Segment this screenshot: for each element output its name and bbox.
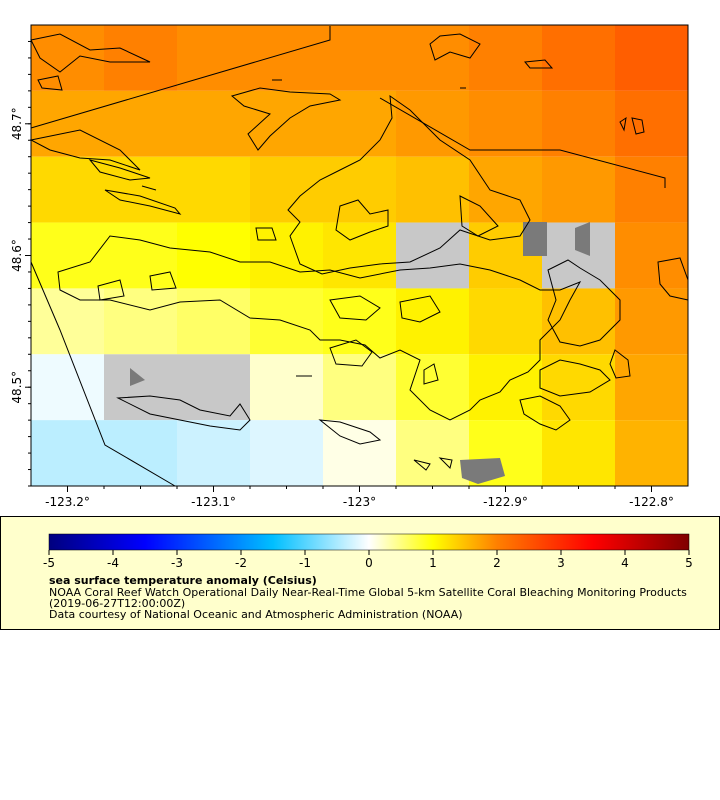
anomaly-cell <box>542 354 615 421</box>
anomaly-cell <box>323 354 396 421</box>
anomaly-cell <box>615 420 688 486</box>
colorbar-tick-label: -4 <box>107 556 119 570</box>
anomaly-cell <box>177 288 250 355</box>
colorbar-tick-label: -1 <box>299 556 311 570</box>
anomaly-cell <box>396 420 469 486</box>
coastline <box>29 26 689 487</box>
land-cell <box>177 354 250 421</box>
y-tick-label: 48.5° <box>10 371 24 404</box>
anomaly-cell <box>323 420 396 486</box>
legend-date: (2019-06-27T12:00:00Z) <box>49 597 186 610</box>
anomaly-cell <box>104 288 177 355</box>
anomaly-cell <box>396 25 469 91</box>
y-tick-label: 48.6° <box>10 239 24 272</box>
anomaly-cell <box>323 25 396 91</box>
anomaly-cell <box>542 156 615 223</box>
legend-source: NOAA Coral Reef Watch Operational Daily … <box>49 586 687 599</box>
colorbar-ticks: -5 -4 -3 -2 -1 0 1 2 3 4 5 <box>43 550 693 570</box>
anomaly-cell <box>250 156 323 223</box>
anomaly-cell <box>177 156 250 223</box>
anomaly-cell <box>615 354 688 421</box>
colorbar-tick-label: 3 <box>557 556 565 570</box>
land-cell <box>104 354 177 421</box>
anomaly-cell <box>31 420 104 486</box>
x-tick-label: -123.2° <box>45 495 90 509</box>
anomaly-cell <box>31 25 104 91</box>
anomaly-cell <box>396 354 469 421</box>
anomaly-cell <box>177 222 250 289</box>
anomaly-cell <box>250 288 323 355</box>
x-tick-label: -122.8° <box>629 495 674 509</box>
anomaly-cell <box>250 354 323 421</box>
anomaly-cell <box>177 25 250 91</box>
y-tick-label: 48.7° <box>10 107 24 140</box>
colorbar-tick-label: 0 <box>365 556 373 570</box>
anomaly-cell <box>250 25 323 91</box>
anomaly-cell <box>469 288 542 355</box>
anomaly-cell <box>542 90 615 157</box>
sst-anomaly-map: -123.2° -123.1° -123° -122.9° -122.8° 48.5°4… <box>10 24 689 509</box>
anomaly-cell <box>396 156 469 223</box>
anomaly-cell <box>469 354 542 421</box>
anomaly-grid-cells <box>31 25 688 486</box>
anomaly-cell <box>31 156 104 223</box>
y-axis-ticks: 48.5° 48.6° 48.7° <box>10 40 31 487</box>
legend-title: sea surface temperature anomaly (Celsius… <box>49 574 317 587</box>
anomaly-cell <box>323 222 396 289</box>
anomaly-cell <box>104 222 177 289</box>
anomaly-cell <box>615 25 688 91</box>
colorbar-tick-label: 4 <box>621 556 629 570</box>
anomaly-cell <box>396 90 469 157</box>
x-tick-label: -123° <box>343 495 376 509</box>
x-tick-label: -122.9° <box>483 495 528 509</box>
anomaly-cell <box>31 354 104 421</box>
anomaly-cell <box>104 156 177 223</box>
anomaly-cell <box>250 222 323 289</box>
colorbar-tick-label: 5 <box>685 556 693 570</box>
anomaly-cell <box>396 288 469 355</box>
anomaly-cell <box>177 420 250 486</box>
legend-panel: -5 -4 -3 -2 -1 0 1 2 3 4 5 sea surface temperature… <box>0 516 720 630</box>
x-axis-ticks: -123.2° -123.1° -123° -122.9° -122.8° <box>45 486 674 509</box>
colorbar-tick-label: 1 <box>429 556 437 570</box>
anomaly-cell <box>323 156 396 223</box>
anomaly-cell <box>31 222 104 289</box>
anomaly-cell <box>542 25 615 91</box>
anomaly-cell <box>469 156 542 223</box>
colorbar-tick-label: -3 <box>171 556 183 570</box>
anomaly-cell <box>469 90 542 157</box>
legend-credit: Data courtesy of National Oceanic and At… <box>49 608 463 621</box>
anomaly-cell <box>615 288 688 355</box>
anomaly-cell <box>250 420 323 486</box>
land-masses <box>130 222 590 484</box>
anomaly-cell <box>323 90 396 157</box>
anomaly-cell <box>615 90 688 157</box>
colorbar: -5 -4 -3 -2 -1 0 1 2 3 4 5 <box>43 533 693 570</box>
anomaly-cell <box>104 420 177 486</box>
land-cell <box>396 222 469 289</box>
anomaly-cell <box>615 156 688 223</box>
colorbar-tick-label: -5 <box>43 556 55 570</box>
anomaly-cell <box>469 25 542 91</box>
anomaly-cell <box>615 222 688 289</box>
anomaly-cell <box>104 90 177 157</box>
anomaly-cell <box>31 90 104 157</box>
x-tick-label: -123.1° <box>191 495 236 509</box>
anomaly-cell <box>542 420 615 486</box>
colorbar-gradient <box>48 533 690 551</box>
anomaly-cell <box>31 288 104 355</box>
colorbar-tick-label: 2 <box>493 556 501 570</box>
anomaly-cell <box>542 288 615 355</box>
anomaly-cell <box>177 90 250 157</box>
colorbar-tick-label: -2 <box>235 556 247 570</box>
